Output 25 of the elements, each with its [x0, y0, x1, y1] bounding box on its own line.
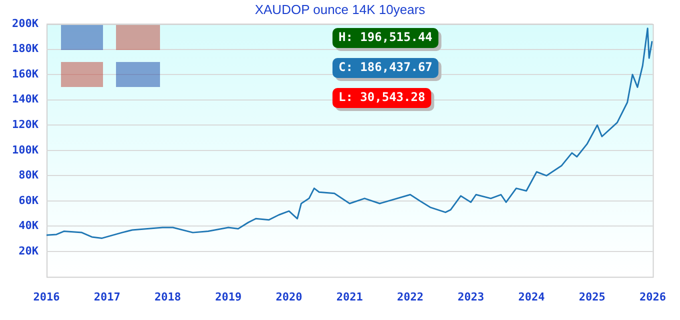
- x-tick-label: 2022: [397, 290, 424, 304]
- y-tick-label: 40K: [18, 219, 39, 232]
- x-tick-label: 2024: [518, 290, 546, 304]
- x-tick-label: 2019: [215, 290, 242, 304]
- y-tick-label: 160K: [12, 67, 39, 80]
- x-tick-label: 2018: [154, 290, 181, 304]
- x-tick-label: 2026: [640, 290, 666, 304]
- chart-title: XAUDOP ounce 14K 10years: [254, 2, 426, 17]
- annotation: H: 196,515.44: [338, 30, 432, 44]
- y-tick-label: 100K: [12, 143, 39, 156]
- y-tick-label: 20K: [18, 244, 39, 258]
- y-tick-label: 120K: [12, 118, 39, 131]
- y-tick-label: 80K: [18, 168, 39, 182]
- annotation: L: 30,543.28: [338, 90, 426, 104]
- x-tick-label: 2017: [94, 290, 120, 304]
- x-tick-label: 2020: [276, 290, 302, 304]
- x-tick-label: 2025: [578, 290, 606, 304]
- x-tick-label: 2016: [33, 290, 60, 304]
- y-tick-label: 140K: [12, 92, 39, 106]
- x-tick-label: 2023: [458, 290, 484, 304]
- y-tick-label: 60K: [18, 194, 39, 207]
- y-tick-label: 180K: [12, 42, 39, 56]
- x-tick-label: 2021: [336, 290, 364, 304]
- y-tick-label: 200K: [12, 16, 39, 30]
- annotation: C: 186,437.67: [338, 60, 432, 74]
